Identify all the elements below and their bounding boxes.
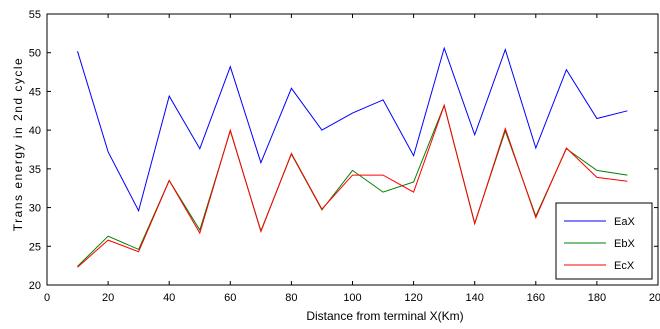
axes-layer: 0204060801001201401601802002025303540455… bbox=[29, 9, 660, 304]
y-tick-label-50: 50 bbox=[29, 48, 41, 60]
y-tick-label-55: 55 bbox=[29, 9, 41, 21]
series-line-eax bbox=[77, 46, 628, 213]
x-tick-label-0: 0 bbox=[44, 292, 50, 304]
x-tick-label-200: 200 bbox=[649, 292, 660, 304]
y-tick-label-20: 20 bbox=[29, 280, 41, 292]
x-tick-label-180: 180 bbox=[588, 292, 606, 304]
legend-label-eax: EaX bbox=[614, 216, 635, 228]
x-tick-label-120: 120 bbox=[404, 292, 422, 304]
y-tick-label-30: 30 bbox=[29, 203, 41, 215]
y-tick-label-25: 25 bbox=[29, 241, 41, 253]
x-axis-label: Distance from terminal X(Km) bbox=[306, 309, 463, 323]
x-tick-label-160: 160 bbox=[527, 292, 545, 304]
x-tick-label-20: 20 bbox=[102, 292, 114, 304]
x-tick-label-40: 40 bbox=[163, 292, 175, 304]
y-tick-label-40: 40 bbox=[29, 125, 41, 137]
x-tick-label-80: 80 bbox=[285, 292, 297, 304]
x-tick-label-60: 60 bbox=[224, 292, 236, 304]
y-tick-label-35: 35 bbox=[29, 164, 41, 176]
y-axis-label: Trans energy in 2nd cycle bbox=[11, 57, 25, 231]
legend-label-ebx: EbX bbox=[614, 238, 635, 250]
legend-box bbox=[555, 202, 653, 280]
x-tick-label-100: 100 bbox=[343, 292, 361, 304]
legend-label-ecx: EcX bbox=[614, 260, 635, 272]
series-layer bbox=[77, 46, 628, 268]
series-line-ecx bbox=[77, 103, 628, 268]
legend: EaX EbX EcX bbox=[555, 202, 653, 280]
y-tick-label-45: 45 bbox=[29, 86, 41, 98]
x-tick-label-140: 140 bbox=[466, 292, 484, 304]
